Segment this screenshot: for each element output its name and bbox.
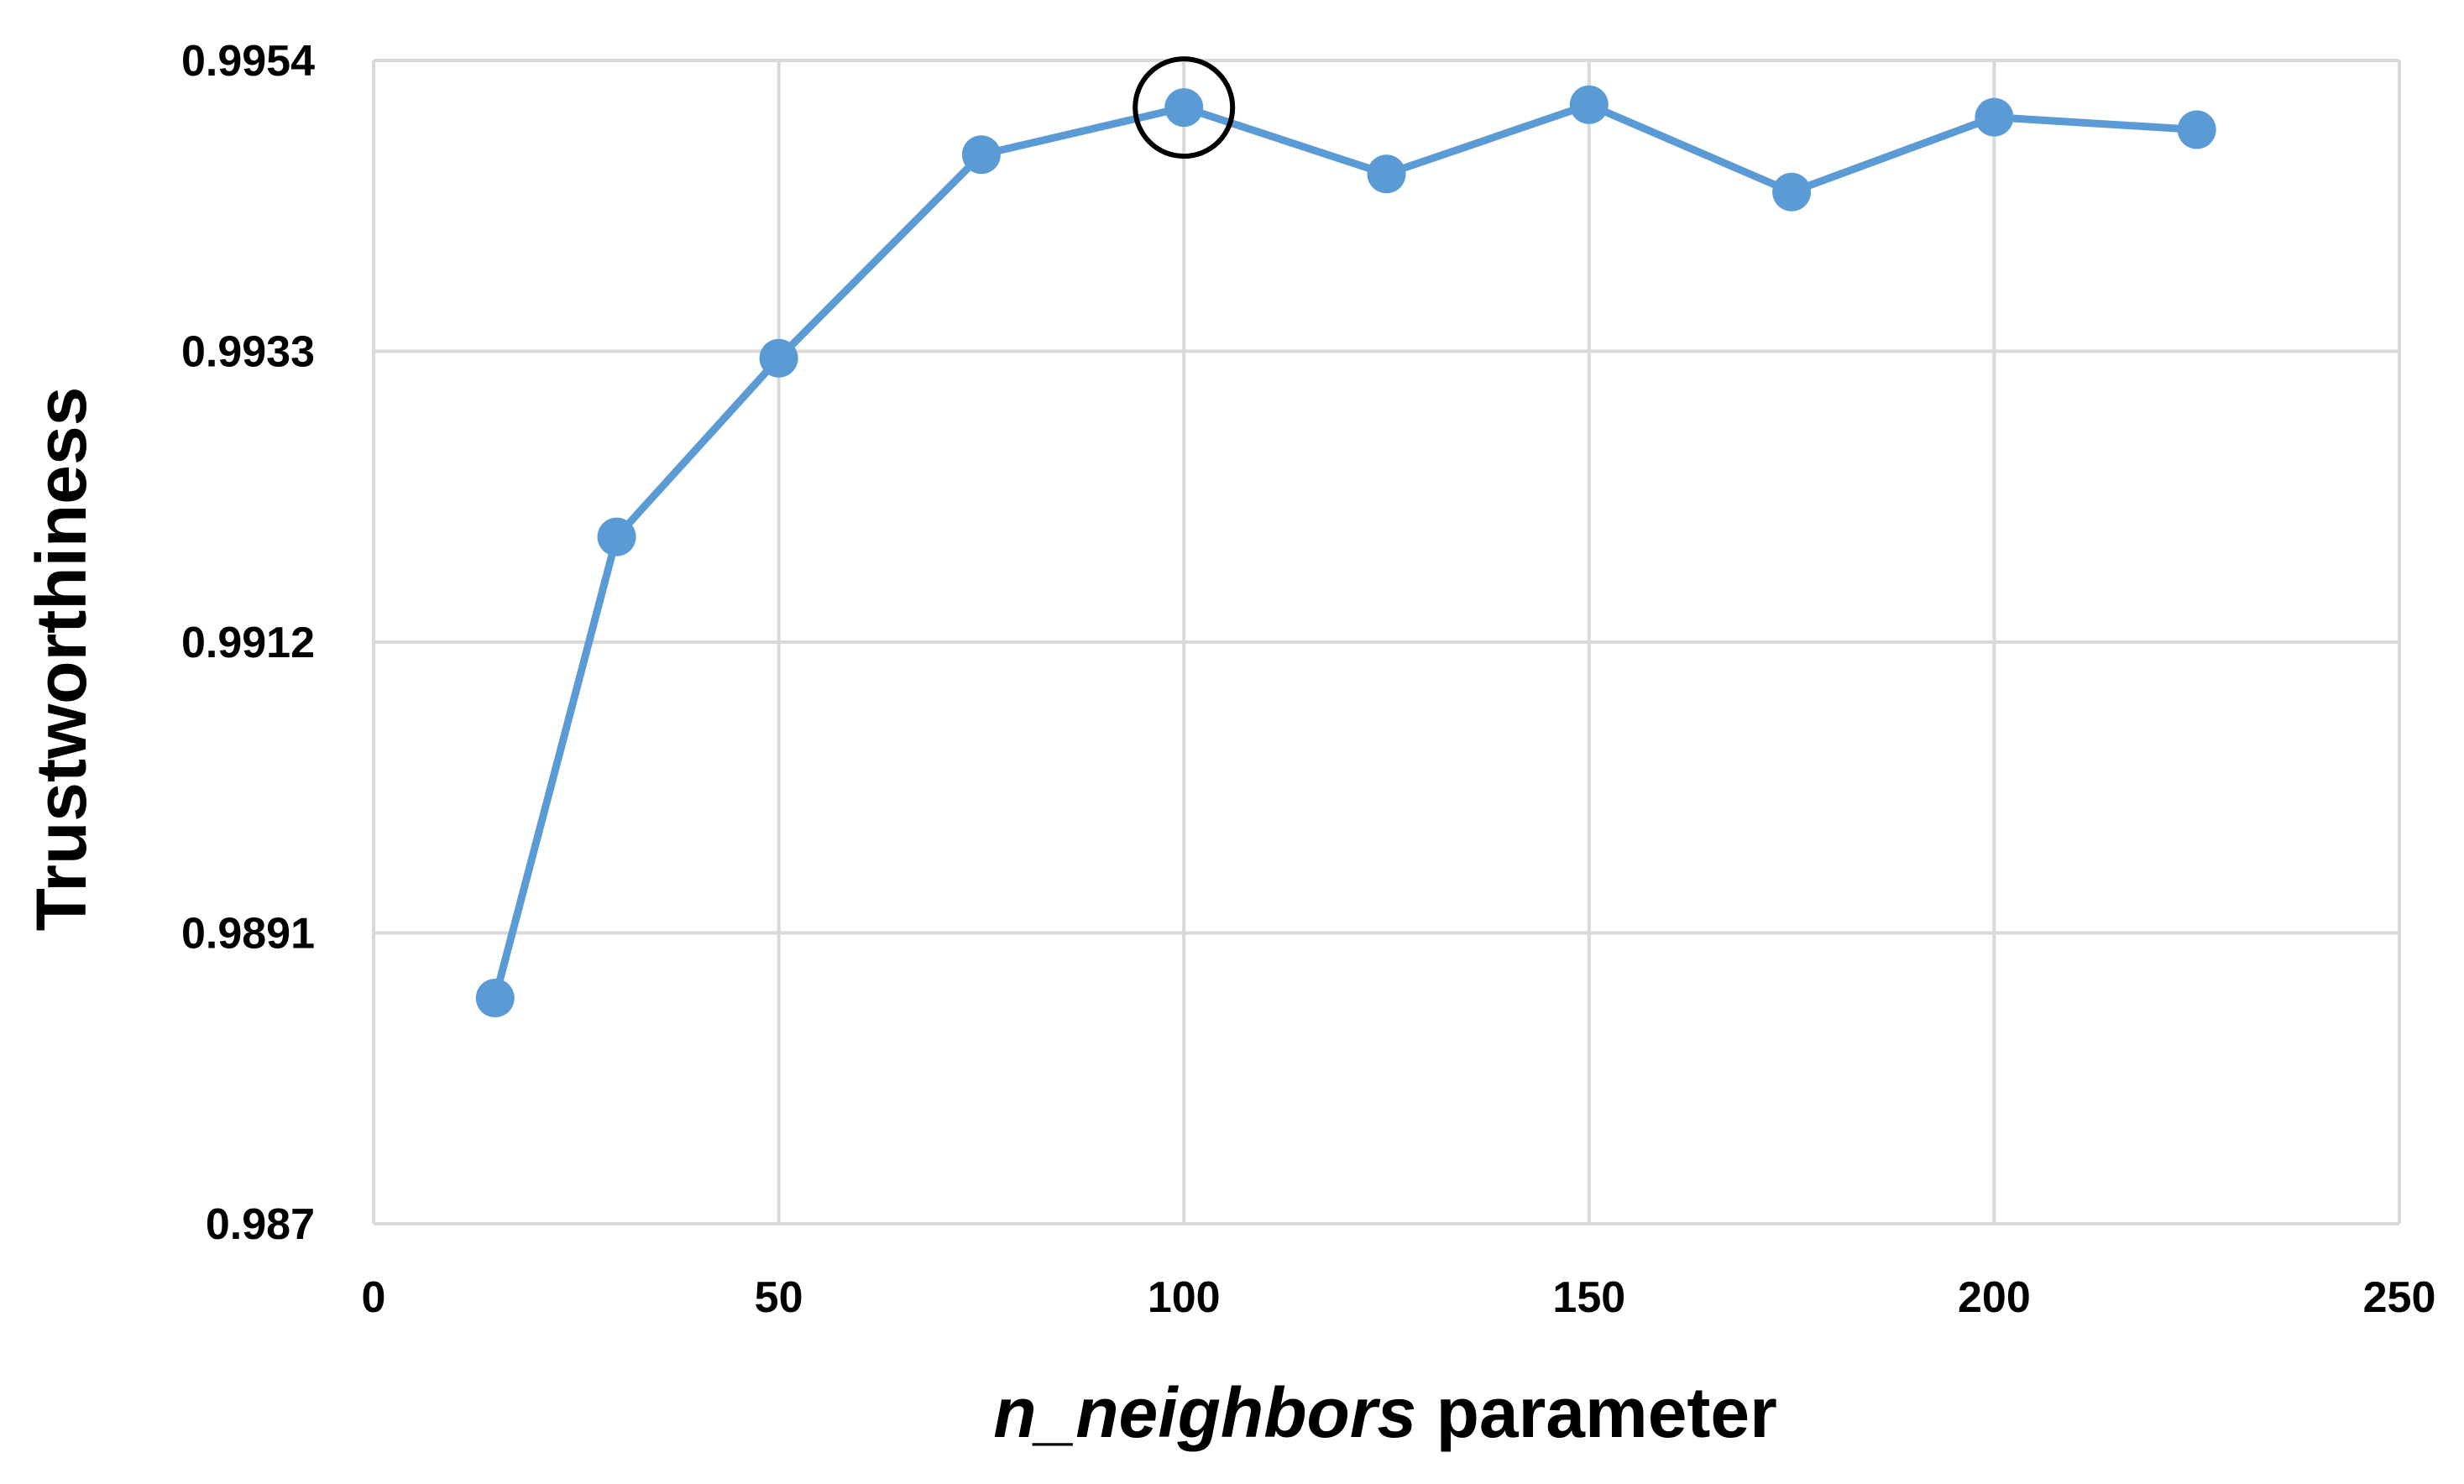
x-tick-label: 200 xyxy=(1958,1273,2031,1322)
data-point xyxy=(1164,88,1204,128)
y-tick-label: 0.9933 xyxy=(181,328,315,377)
data-point xyxy=(2177,110,2216,149)
x-tick-label: 50 xyxy=(755,1273,803,1322)
data-point xyxy=(1367,154,1406,194)
y-axis-title: Trustworthiness xyxy=(22,387,101,932)
series-group xyxy=(475,85,2216,1018)
x-axis-title-italic: n_neighbors xyxy=(993,1373,1416,1452)
series-line xyxy=(491,101,2201,1002)
data-point xyxy=(597,517,636,556)
data-point xyxy=(1975,97,2014,137)
x-axis-tick-labels: 0 50 100 150 200 250 xyxy=(362,1273,2436,1322)
data-point xyxy=(1772,172,1812,212)
x-tick-label: 0 xyxy=(362,1273,386,1322)
data-point xyxy=(961,135,1001,175)
y-tick-label: 0.9891 xyxy=(181,910,315,959)
x-tick-label: 150 xyxy=(1552,1273,1625,1322)
data-point xyxy=(1569,85,1609,124)
highlight-circle xyxy=(1133,56,1236,159)
data-point xyxy=(759,338,798,378)
horizontal-gridlines xyxy=(374,59,2399,1225)
x-axis-title: n_neighbors parameter xyxy=(993,1373,1777,1452)
y-tick-label: 0.987 xyxy=(206,1200,315,1249)
x-tick-label: 100 xyxy=(1148,1273,1221,1322)
y-tick-label: 0.9954 xyxy=(181,37,315,86)
y-axis-tick-labels: 0.987 0.9891 0.9912 0.9933 0.9954 xyxy=(181,37,315,1249)
x-axis-title-rest: parameter xyxy=(1416,1373,1777,1452)
data-point xyxy=(475,979,515,1018)
y-tick-label: 0.9912 xyxy=(181,619,315,667)
x-tick-label: 250 xyxy=(2363,1273,2436,1322)
